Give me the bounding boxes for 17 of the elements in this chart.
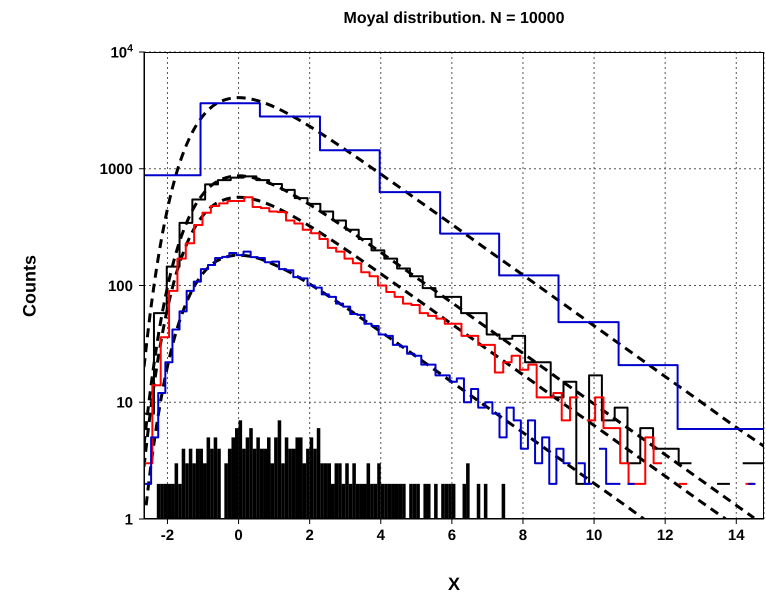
y-tick-label: 1 — [124, 511, 133, 528]
x-tick-label: 4 — [376, 527, 386, 544]
x-tick-label: 0 — [234, 527, 243, 544]
y-tick-label: 10 — [116, 394, 133, 412]
x-tick-label: 10 — [586, 527, 602, 544]
x-tick-label: 6 — [448, 527, 456, 544]
x-tick-label: -2 — [160, 527, 174, 544]
y-tick-label: 10$^{4}$ — [110, 42, 134, 62]
x-tick-label: 8 — [518, 527, 528, 544]
chart-title: Moyal distribution. N = 10000 — [342, 10, 566, 28]
x-tick-label: 12 — [656, 527, 674, 544]
x-tick-label: 14 — [728, 527, 746, 544]
x-tick-label: 2 — [305, 527, 314, 544]
y-tick-label: 1000 — [100, 161, 133, 178]
x-axis-title: X — [446, 574, 461, 595]
y-axis-title: Counts — [20, 254, 40, 316]
y-tick-label: 100 — [108, 278, 133, 295]
